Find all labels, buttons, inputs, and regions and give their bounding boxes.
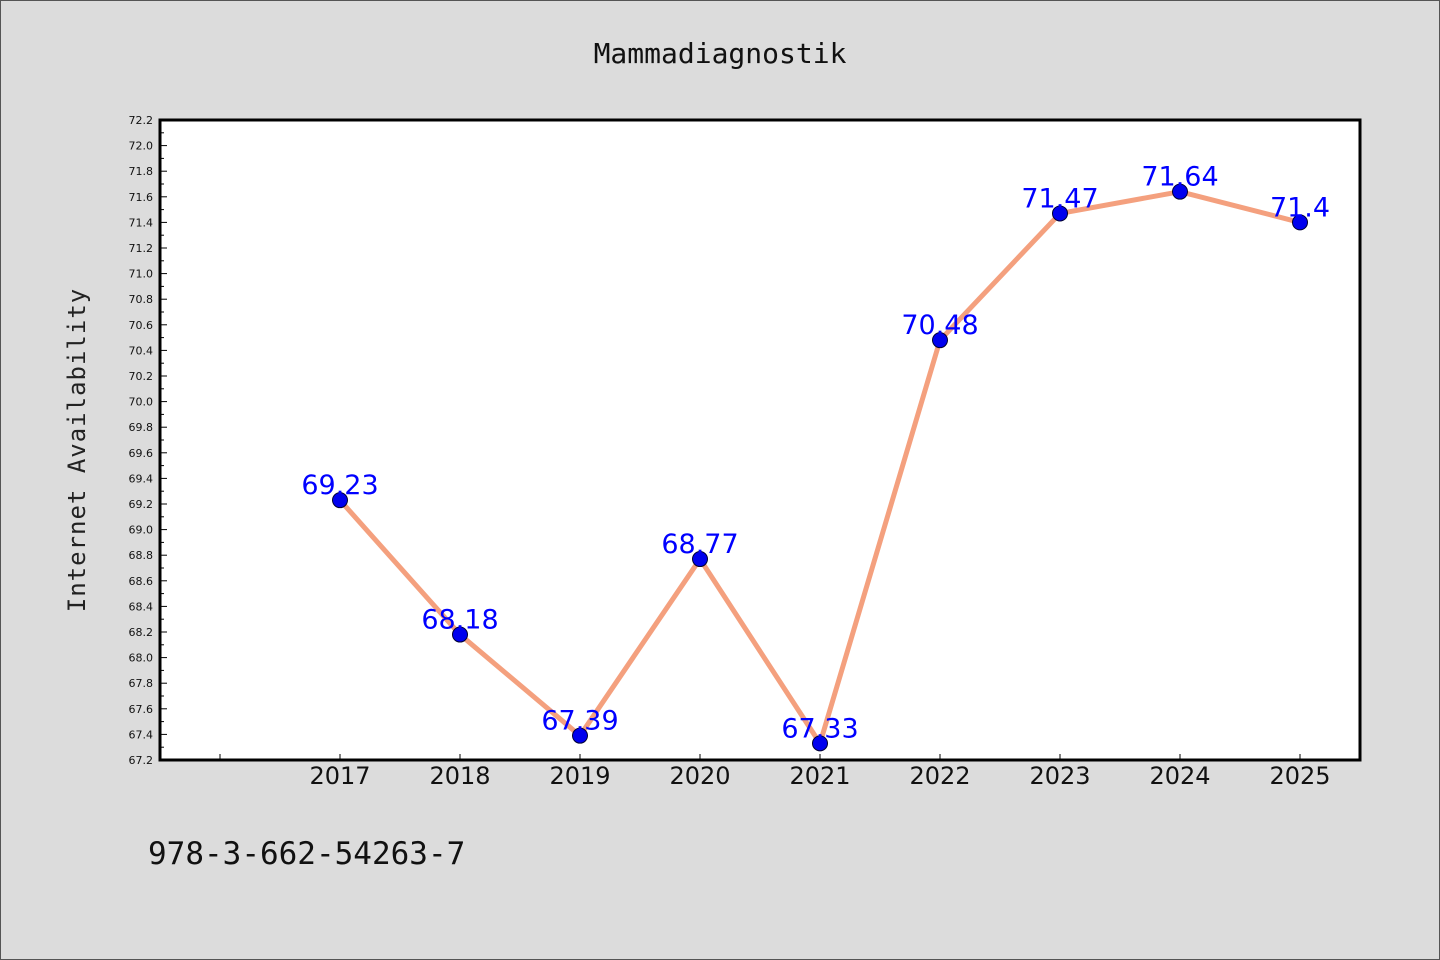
y-axis-ticks: 67.2 67.4 67.6 67.8 68.0 68.2 68.4 68.6 68.8 69.0… xyxy=(129,114,167,767)
y-tick-label: 70.2 xyxy=(129,370,154,383)
series-group: 69.23 68.18 67.39 68.77 67.33 70.48 71.47 71.64… xyxy=(301,162,1330,752)
footer-note: 978-3-662-54263-7 xyxy=(148,836,465,872)
y-tick-label: 69.4 xyxy=(129,472,154,485)
data-label: 67.33 xyxy=(781,713,858,744)
data-point xyxy=(1292,214,1308,231)
data-label: 69.23 xyxy=(301,470,378,501)
data-label: 70.48 xyxy=(901,310,978,341)
y-tick-label: 69.8 xyxy=(129,421,154,434)
data-label: 68.18 xyxy=(421,605,498,636)
data-point xyxy=(1052,205,1068,222)
data-point xyxy=(932,332,948,349)
data-point xyxy=(572,727,588,744)
data-label: 71.47 xyxy=(1021,183,1098,214)
y-tick-label: 69.0 xyxy=(129,524,154,537)
x-tick-label: 2018 xyxy=(429,762,490,790)
y-tick-label: 71.2 xyxy=(129,242,154,255)
data-point xyxy=(452,626,468,643)
data-point xyxy=(812,735,828,752)
x-tick-label: 2023 xyxy=(1029,762,1090,790)
y-tick-label: 69.6 xyxy=(129,447,154,460)
y-tick-label: 68.2 xyxy=(129,626,154,639)
x-tick-label: 2022 xyxy=(909,762,970,790)
data-label: 68.77 xyxy=(661,529,738,560)
data-point xyxy=(1172,183,1188,200)
y-tick-label: 70.4 xyxy=(129,344,154,357)
y-tick-label: 70.6 xyxy=(129,319,154,332)
data-label: 71.4 xyxy=(1270,192,1330,223)
y-tick-label: 70.0 xyxy=(129,396,154,409)
y-tick-label: 68.8 xyxy=(129,549,154,562)
y-tick-label: 67.4 xyxy=(129,728,154,741)
data-point xyxy=(332,492,348,509)
data-point xyxy=(692,551,708,568)
data-label: 67.39 xyxy=(541,706,618,737)
x-tick-label: 2017 xyxy=(309,762,370,790)
y-tick-label: 71.0 xyxy=(129,268,154,281)
x-tick-label: 2020 xyxy=(669,762,730,790)
y-tick-label: 70.8 xyxy=(129,293,154,306)
y-axis-label: Internet Availability xyxy=(63,288,91,612)
plot-area xyxy=(158,118,1362,762)
y-tick-label: 68.0 xyxy=(129,652,154,665)
y-tick-label: 71.8 xyxy=(129,165,154,178)
y-tick-label: 68.6 xyxy=(129,575,154,588)
y-tick-label: 71.4 xyxy=(129,216,154,229)
x-tick-label: 2021 xyxy=(789,762,850,790)
y-tick-label: 72.0 xyxy=(129,140,154,153)
x-tick-label: 2025 xyxy=(1269,762,1330,790)
y-tick-label: 67.8 xyxy=(129,677,154,690)
data-label: 71.64 xyxy=(1141,162,1218,193)
x-axis-ticks: 2017 2018 2019 2020 2021 2022 2023 2024 2025 xyxy=(219,754,1331,790)
y-tick-label: 68.4 xyxy=(129,600,154,613)
y-tick-label: 71.6 xyxy=(129,191,154,204)
x-tick-label: 2019 xyxy=(549,762,610,790)
y-tick-label: 72.2 xyxy=(129,114,154,127)
chart-title: Mammadiagnostik xyxy=(594,37,847,70)
x-tick-label: 2024 xyxy=(1149,762,1210,790)
y-tick-label: 69.2 xyxy=(129,498,154,511)
y-tick-label: 67.2 xyxy=(129,754,154,767)
y-tick-label: 67.6 xyxy=(129,703,154,716)
